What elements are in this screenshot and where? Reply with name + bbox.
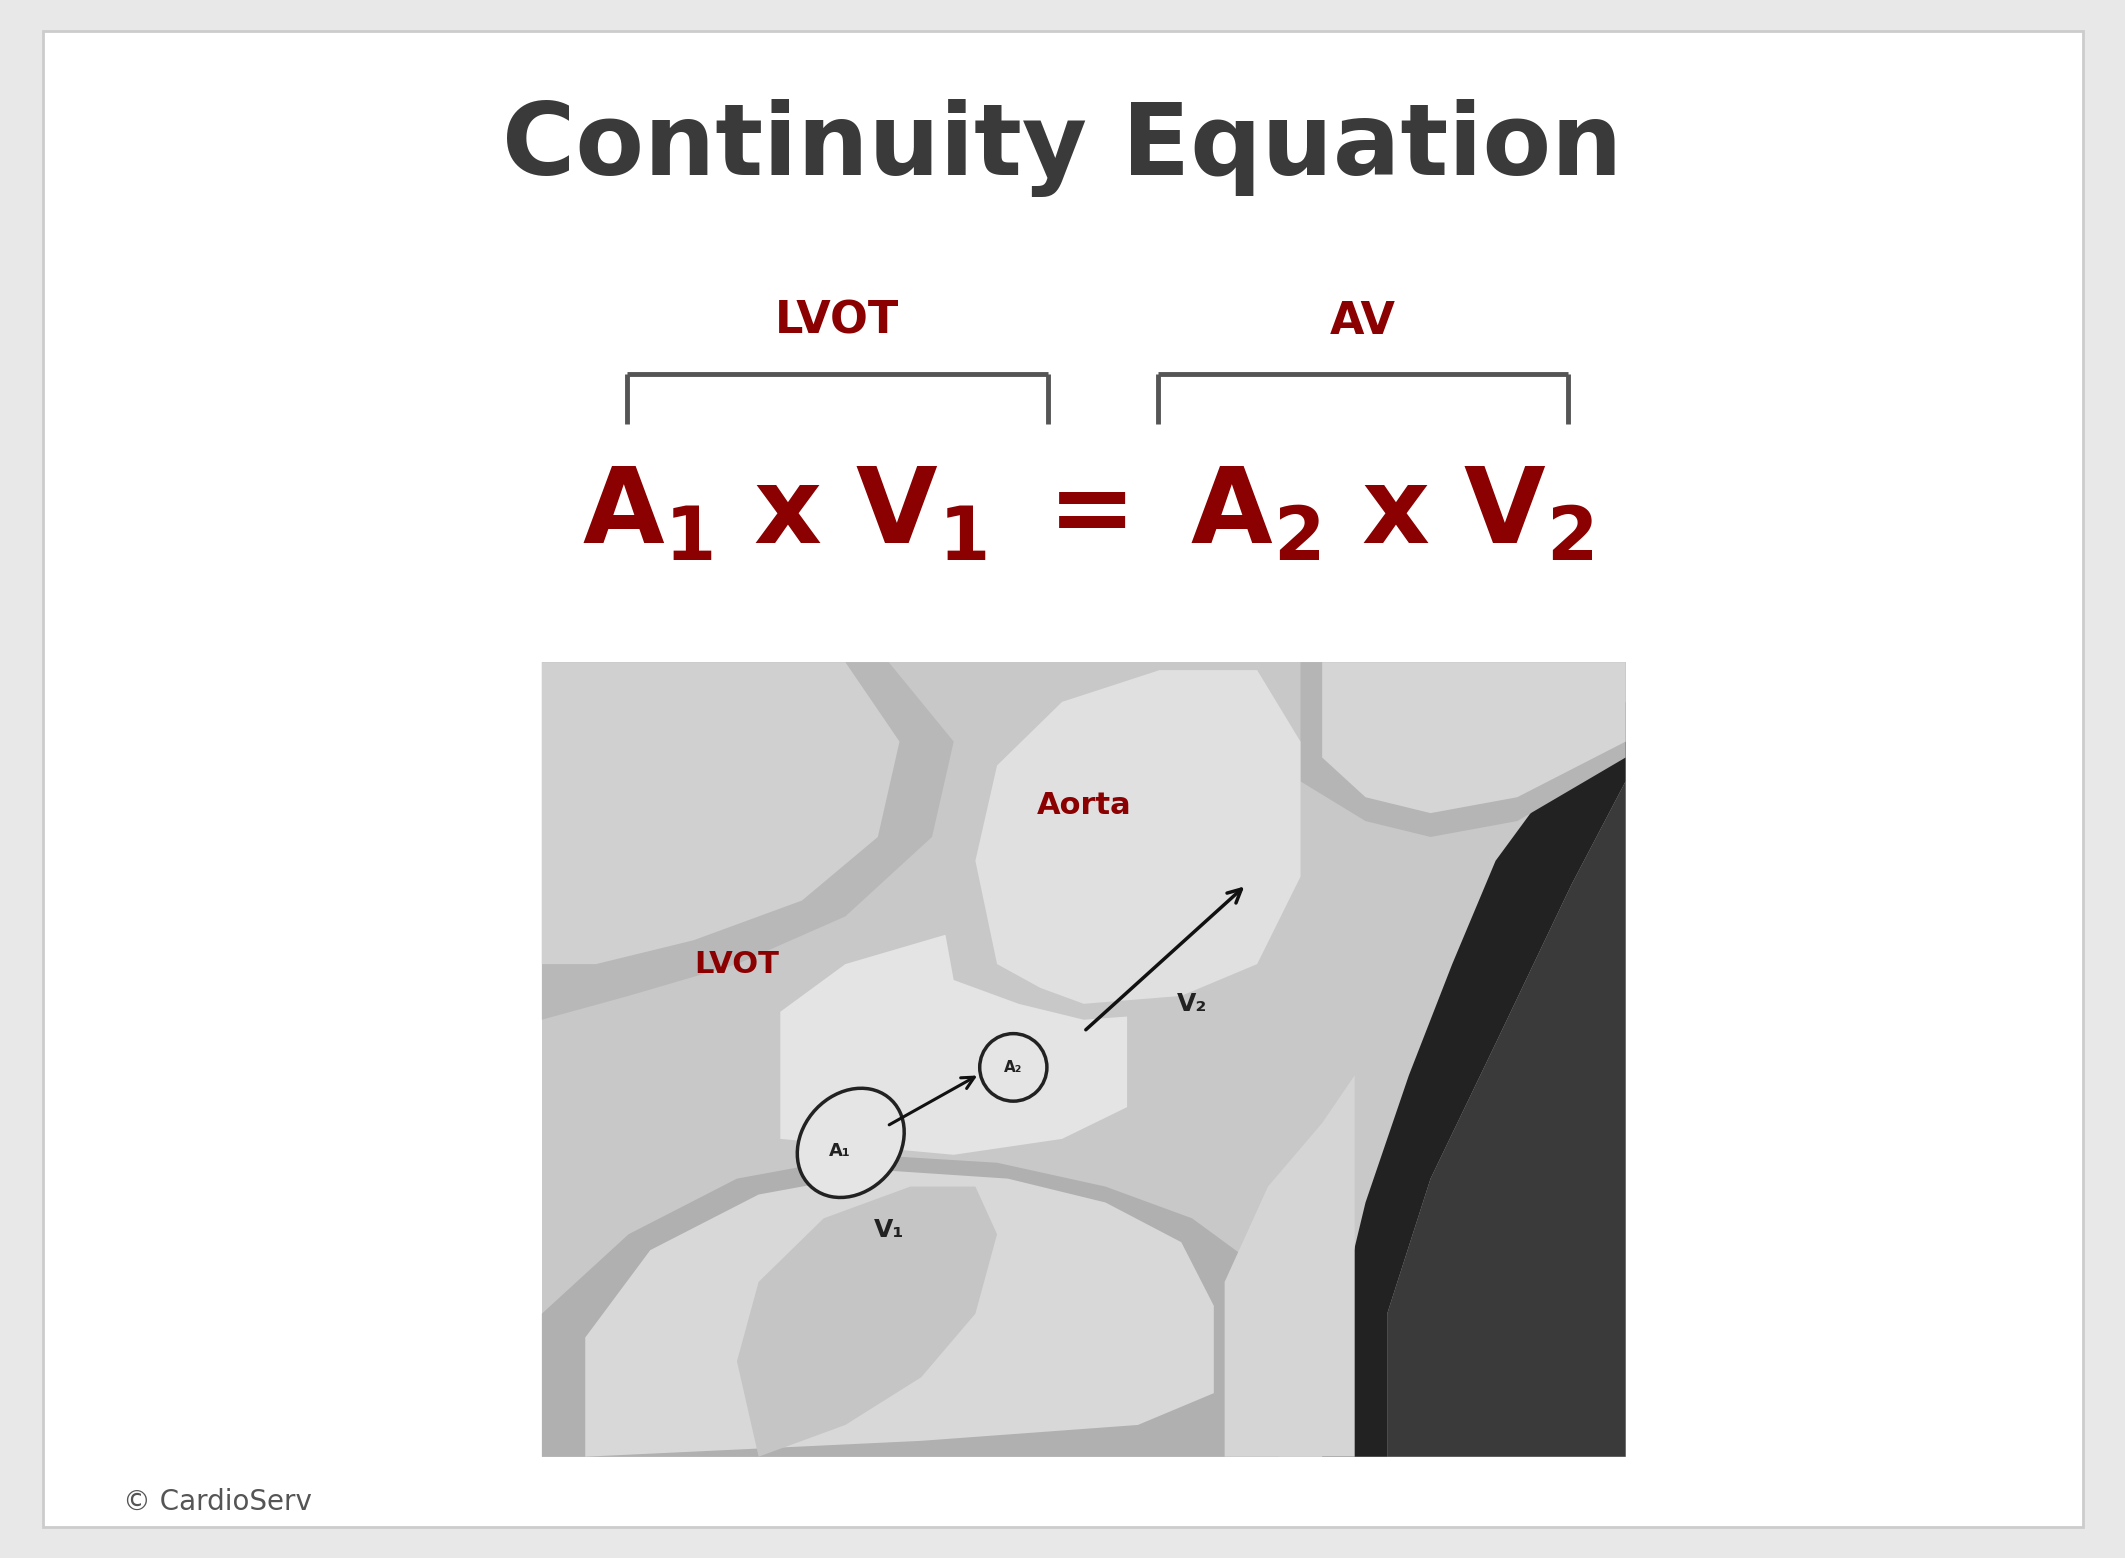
Text: A₁: A₁ bbox=[829, 1142, 850, 1159]
Polygon shape bbox=[1388, 782, 1626, 1457]
Ellipse shape bbox=[797, 1089, 905, 1198]
Polygon shape bbox=[1300, 662, 1626, 837]
FancyBboxPatch shape bbox=[42, 31, 2082, 1527]
Polygon shape bbox=[933, 662, 1322, 1019]
Polygon shape bbox=[1322, 701, 1626, 1457]
Text: Aorta: Aorta bbox=[1037, 790, 1130, 820]
Text: Continuity Equation: Continuity Equation bbox=[502, 100, 1624, 196]
Text: A₂: A₂ bbox=[1005, 1059, 1022, 1075]
Ellipse shape bbox=[980, 1033, 1048, 1102]
Polygon shape bbox=[737, 1187, 997, 1457]
Polygon shape bbox=[542, 662, 899, 964]
Text: © CardioServ: © CardioServ bbox=[123, 1488, 312, 1516]
Polygon shape bbox=[542, 662, 1626, 1457]
Text: V₁: V₁ bbox=[873, 1218, 903, 1242]
Polygon shape bbox=[780, 932, 1126, 1154]
Text: V₂: V₂ bbox=[1177, 992, 1207, 1016]
Polygon shape bbox=[975, 670, 1300, 1003]
Text: $\mathbf{A_1\ x\ V_1\ =\ A_2\ x\ V_2}$: $\mathbf{A_1\ x\ V_1\ =\ A_2\ x\ V_2}$ bbox=[582, 463, 1594, 566]
Polygon shape bbox=[1224, 1075, 1356, 1457]
Polygon shape bbox=[1322, 662, 1626, 813]
Polygon shape bbox=[542, 662, 954, 1019]
Polygon shape bbox=[584, 1170, 1213, 1457]
Text: LVOT: LVOT bbox=[776, 299, 899, 343]
Polygon shape bbox=[542, 1154, 1279, 1457]
Text: AV: AV bbox=[1330, 299, 1396, 343]
Text: LVOT: LVOT bbox=[695, 949, 780, 978]
